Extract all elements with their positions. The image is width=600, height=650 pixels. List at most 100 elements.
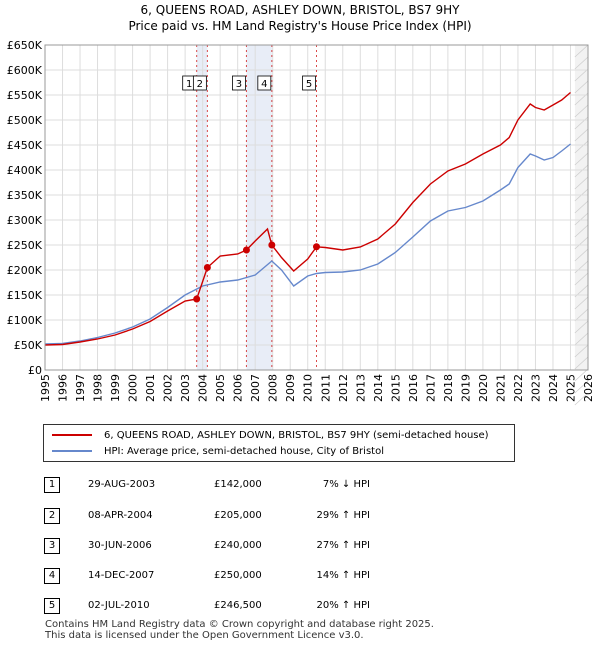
sale-label: 4 — [261, 79, 267, 90]
property-series-line — [44, 91, 571, 346]
hatch-line — [574, 152, 589, 166]
legend-swatch-blue — [52, 450, 92, 452]
sale-date: 29-AUG-2003 — [88, 479, 156, 490]
hatch-line — [574, 332, 589, 346]
x-tick-label: 2016 — [407, 374, 420, 402]
sale-number-box: 2 — [44, 508, 60, 524]
hatch-line — [574, 104, 589, 118]
hatch-line — [574, 80, 589, 94]
sale-price: £246,500 — [214, 600, 262, 611]
footer-licence: This data is licensed under the Open Gov… — [45, 630, 364, 641]
x-tick-label: 2026 — [582, 374, 595, 402]
hatch-line — [574, 380, 589, 394]
hatch-line — [574, 356, 589, 370]
hatch-line — [574, 68, 589, 82]
hatch-line — [574, 176, 589, 190]
table-row: 1 29-AUG-2003 £142,000 7% ↓ HPI — [0, 475, 600, 495]
sale-point — [193, 295, 201, 303]
y-tick-label: £450K — [7, 139, 43, 152]
hatch-line — [574, 212, 589, 226]
sale-label: 5 — [306, 79, 312, 90]
plot-frame — [44, 44, 589, 371]
sale-hpi-diff: 14% ↑ HPI — [316, 570, 370, 581]
x-tick-label: 2014 — [372, 374, 385, 402]
y-tick-label: £0 — [28, 364, 42, 377]
x-tick-label: 2013 — [354, 374, 367, 402]
sale-label: 2 — [197, 79, 203, 90]
footer: Contains HM Land Registry data © Crown c… — [45, 619, 434, 641]
sale-hpi-diff: 20% ↑ HPI — [316, 600, 370, 611]
legend-swatch-red — [52, 434, 92, 436]
legend-item-property: 6, QUEENS ROAD, ASHLEY DOWN, BRISTOL, BS… — [52, 428, 489, 442]
x-tick-label: 1995 — [39, 374, 52, 402]
sale-date: 02-JUL-2010 — [88, 600, 150, 611]
hatch-line — [574, 224, 589, 238]
sale-price: £250,000 — [214, 570, 262, 581]
hpi-series-line — [44, 143, 571, 345]
hatch-line — [574, 344, 589, 358]
y-tick-label: £50K — [14, 339, 43, 352]
chart-subtitle: Price paid vs. HM Land Registry's House … — [128, 19, 472, 33]
sale-point — [268, 241, 276, 249]
x-tick-label: 2019 — [459, 374, 472, 402]
sale-label: 3 — [236, 79, 242, 90]
hatch-line — [574, 164, 589, 178]
y-tick-label: £550K — [7, 89, 43, 102]
x-tick-label: 2023 — [529, 374, 542, 402]
sale-price: £240,000 — [214, 540, 262, 551]
sale-point — [242, 246, 250, 254]
x-tick-label: 2022 — [512, 374, 525, 402]
y-tick-label: £600K — [7, 64, 43, 77]
sale-number-box: 1 — [44, 477, 60, 493]
x-tick-label: 2006 — [232, 374, 245, 402]
sale-hpi-diff: 29% ↑ HPI — [316, 510, 370, 521]
shaded-region — [196, 45, 208, 370]
hatch-line — [574, 44, 589, 58]
sale-hpi-diff: 27% ↑ HPI — [316, 540, 370, 551]
sale-date: 30-JUN-2006 — [88, 540, 152, 551]
x-tick-label: 2017 — [424, 374, 437, 402]
x-tick-label: 2010 — [302, 374, 315, 402]
x-tick-label: 2008 — [267, 374, 280, 402]
x-tick-label: 2003 — [179, 374, 192, 402]
hatch-line — [574, 128, 589, 142]
hatch-line — [574, 296, 589, 310]
x-tick-label: 2002 — [162, 374, 175, 402]
y-tick-label: £150K — [7, 289, 43, 302]
sale-date: 08-APR-2004 — [88, 510, 153, 521]
x-tick-label: 1999 — [109, 374, 122, 402]
hatch-line — [574, 368, 589, 382]
x-tick-label: 2004 — [197, 374, 210, 402]
x-tick-label: 1996 — [57, 374, 70, 402]
y-tick-label: £350K — [7, 189, 43, 202]
x-tick-label: 2007 — [249, 374, 262, 402]
sale-point — [313, 243, 320, 251]
footer-copyright: Contains HM Land Registry data © Crown c… — [45, 619, 434, 630]
hatch-line — [574, 320, 589, 334]
hatch-line — [574, 272, 589, 286]
sale-label-box — [257, 75, 272, 91]
x-tick-label: 2018 — [442, 374, 455, 402]
table-row: 3 30-JUN-2006 £240,000 27% ↑ HPI — [0, 536, 600, 556]
sale-label-box — [192, 75, 207, 91]
sale-number-box: 3 — [44, 538, 60, 554]
y-tick-label: £650K — [7, 39, 43, 52]
hatch-line — [574, 260, 589, 274]
sale-price: £142,000 — [214, 479, 262, 490]
y-tick-label: £500K — [7, 114, 43, 127]
legend: 6, QUEENS ROAD, ASHLEY DOWN, BRISTOL, BS… — [43, 424, 515, 462]
hatch-line — [574, 392, 589, 406]
y-tick-label: £250K — [7, 239, 43, 252]
sale-number-box: 4 — [44, 568, 60, 584]
x-tick-label: 2024 — [547, 374, 560, 402]
hatch-line — [574, 140, 589, 154]
sale-hpi-diff: 7% ↓ HPI — [322, 479, 370, 490]
shaded-region — [246, 45, 272, 370]
chart-title: 6, QUEENS ROAD, ASHLEY DOWN, BRISTOL, BS… — [140, 3, 460, 17]
x-tick-label: 1997 — [74, 374, 87, 402]
x-tick-label: 2000 — [127, 374, 140, 402]
sale-label-box — [232, 75, 246, 91]
legend-label-hpi: HPI: Average price, semi-detached house,… — [104, 445, 384, 457]
x-tick-label: 2020 — [477, 374, 490, 402]
